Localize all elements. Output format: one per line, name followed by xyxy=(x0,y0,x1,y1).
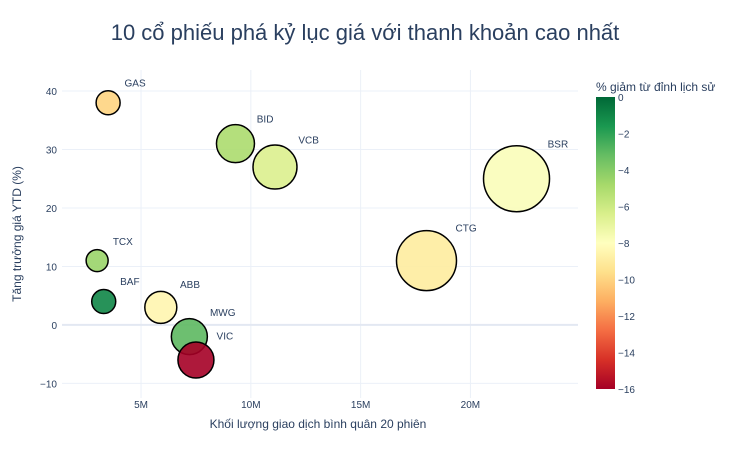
bubble-label: BAF xyxy=(120,277,139,288)
colorbar-tick-label: −6 xyxy=(618,203,630,214)
x-axis-title: Khối lượng giao dịch bình quân 20 phiên xyxy=(210,417,427,431)
bubble-vcb xyxy=(252,144,298,190)
x-tick-label: 5M xyxy=(134,400,148,411)
bubble-tcx xyxy=(85,248,109,273)
bubble-vic xyxy=(177,341,215,379)
bubble-label: ABB xyxy=(180,280,200,291)
bubble-label: VIC xyxy=(217,331,234,342)
bubble-ctg xyxy=(395,229,458,292)
chart-title: 10 cổ phiếu phá kỷ lục giá với thanh kho… xyxy=(111,20,620,45)
colorbar-tick-label: −2 xyxy=(618,130,630,141)
colorbar xyxy=(596,97,615,389)
colorbar-tick-label: 0 xyxy=(618,93,624,104)
bubble-bsr xyxy=(482,144,551,213)
bubble-gas xyxy=(95,89,121,116)
bubble-label: CTG xyxy=(455,224,476,235)
y-axis-title: Tăng trưởng giá YTD (%) xyxy=(10,166,24,302)
x-tick-label: 10M xyxy=(241,400,260,411)
x-tick-label: 15M xyxy=(351,400,370,411)
colorbar-tick-label: −12 xyxy=(618,312,635,323)
colorbar-tick-label: −16 xyxy=(618,385,635,396)
colorbar-tick-label: −8 xyxy=(618,239,630,250)
bubble-bid xyxy=(215,123,256,164)
y-tick-label: −10 xyxy=(40,379,57,390)
bubble-label: BSR xyxy=(548,140,569,151)
y-tick-label: 30 xyxy=(46,146,58,157)
bubble-label: VCB xyxy=(298,136,319,147)
y-tick-label: 20 xyxy=(46,204,58,215)
bubble-label: MWG xyxy=(210,308,236,319)
y-tick-label: 40 xyxy=(46,87,58,98)
colorbar-title: % giảm từ đỉnh lịch sử xyxy=(596,80,715,94)
bubble-label: GAS xyxy=(125,78,146,89)
bubble-label: TCX xyxy=(113,237,133,248)
bubble-label: BID xyxy=(257,114,274,125)
bubble-baf xyxy=(90,288,117,315)
y-tick-label: 10 xyxy=(46,262,58,273)
bubble-abb xyxy=(144,290,178,325)
colorbar-tick-label: −14 xyxy=(618,349,635,360)
colorbar-tick-label: −4 xyxy=(618,166,630,177)
y-tick-label: 0 xyxy=(51,321,57,332)
colorbar-tick-label: −10 xyxy=(618,276,635,287)
x-tick-label: 20M xyxy=(461,400,480,411)
